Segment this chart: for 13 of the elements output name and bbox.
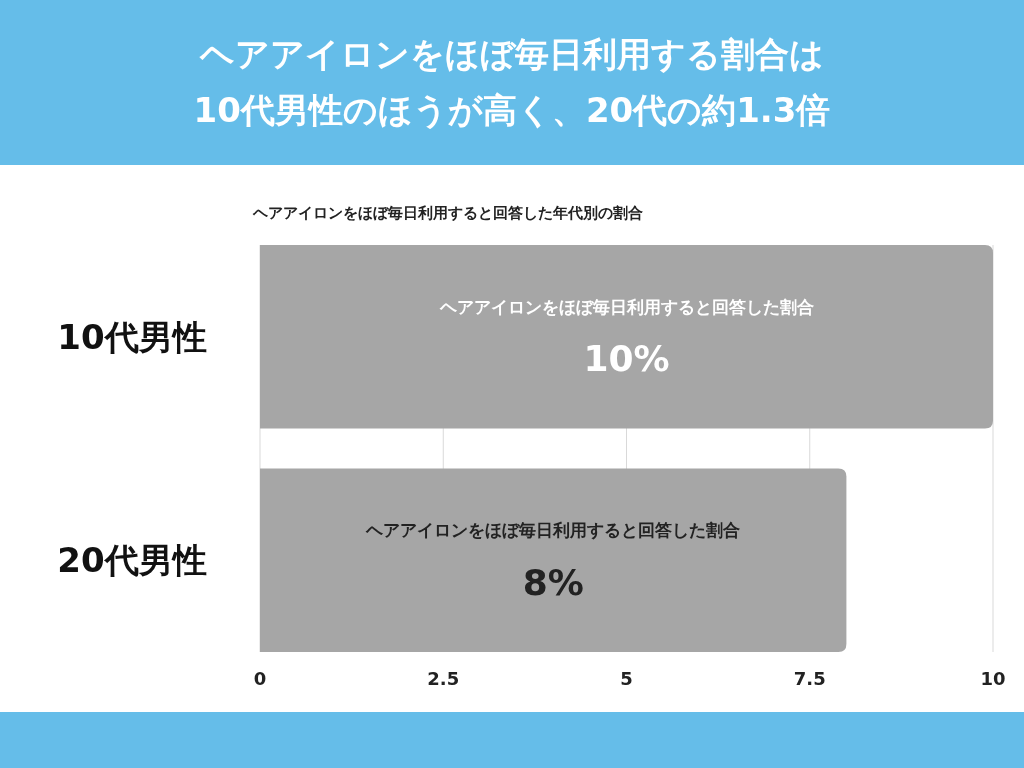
x-tick-label: 0: [253, 667, 267, 689]
x-tick-label: 2.5: [427, 667, 460, 689]
x-tick-label: 7.5: [793, 667, 826, 689]
x-tick-label: 5: [620, 667, 633, 689]
title: ヘアアイロンをほぼ毎日利用する割合は 10代男性のほうが高く、20代の約1.3倍: [193, 34, 831, 130]
y-tick-label: 10代男性: [57, 316, 207, 357]
x-tick-label: 10: [980, 667, 1006, 689]
series-label: ヘアアイロンをほぼ毎日利用すると回答した割合: [438, 296, 814, 317]
data-label: 10%: [583, 338, 670, 380]
text: ヘアアイロンをほぼ毎日利用すると回答した割合: [366, 520, 741, 541]
y-tick-label: 20代男性: [57, 540, 207, 581]
data-label: 8%: [522, 561, 584, 603]
chart-subtitle: ヘアアイロンをほぼ毎日利用すると回答した年代別の割合: [252, 204, 643, 222]
